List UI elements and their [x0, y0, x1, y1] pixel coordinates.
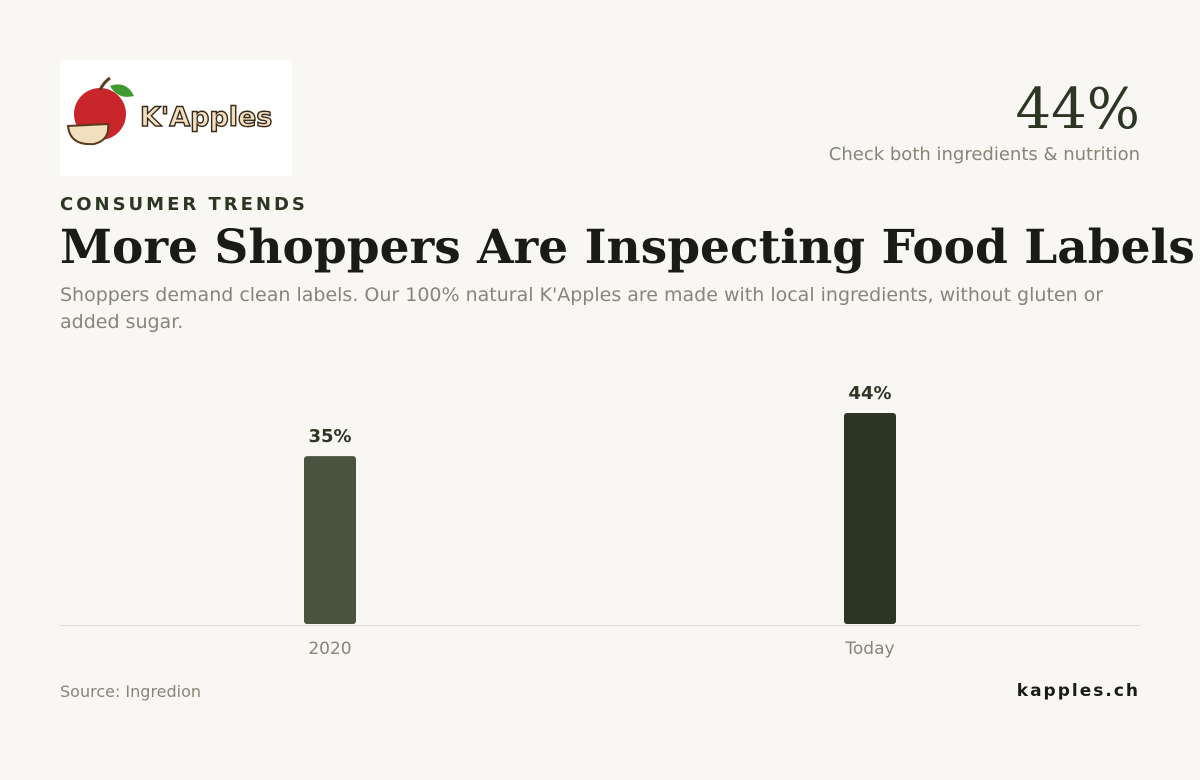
logo: K'Apples	[60, 60, 292, 176]
eyebrow: CONSUMER TRENDS	[60, 194, 308, 215]
value-label: 35%	[308, 426, 351, 447]
site-link[interactable]: kapples.ch	[1016, 681, 1140, 701]
apple-slice	[66, 122, 110, 146]
chart-title: More Shoppers Are Inspecting Food Labels	[60, 220, 1195, 275]
value-label: 44%	[848, 383, 891, 404]
kpi-value: 44%	[1015, 77, 1140, 142]
bar	[304, 456, 356, 624]
logo-text: K'Apples	[140, 102, 272, 133]
bar	[844, 413, 896, 624]
logo-graphic: K'Apples	[66, 76, 273, 146]
apple-stem	[98, 76, 111, 91]
apple-leaf	[110, 84, 134, 97]
chart-subtitle: Shoppers demand clean labels. Our 100% n…	[60, 284, 1104, 333]
source: Source: Ingredion	[60, 682, 202, 701]
x-tick-label: 2020	[308, 639, 351, 659]
kpi-caption: Check both ingredients & nutrition	[828, 144, 1140, 165]
x-tick-label: Today	[844, 639, 894, 659]
